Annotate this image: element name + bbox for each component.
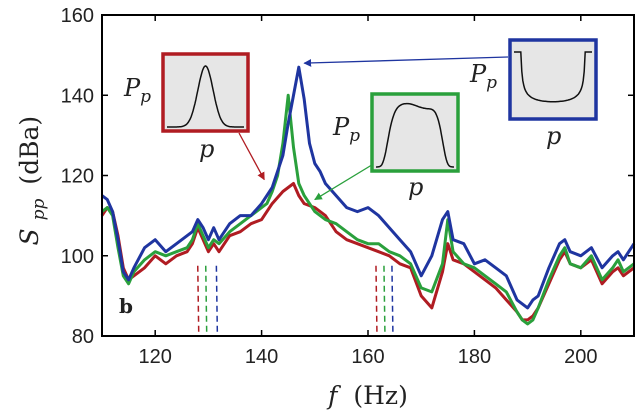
arrow-green bbox=[314, 159, 381, 201]
x-axis-symbol: f bbox=[326, 381, 341, 410]
dashed-marker bbox=[204, 265, 208, 337]
y-tick-label: 80 bbox=[72, 326, 94, 348]
x-tick-label: 200 bbox=[564, 346, 597, 368]
inset-blue-curve bbox=[514, 51, 592, 103]
x-axis-label: f (Hz) bbox=[326, 381, 408, 410]
series-line-2 bbox=[101, 65, 636, 310]
series-line-0 bbox=[100, 182, 635, 322]
y-axis-subscript: pp bbox=[29, 199, 49, 221]
inset-green-ylabel: Pp bbox=[332, 113, 360, 146]
y-axis-label: S pp (dBa) bbox=[15, 116, 50, 246]
y-tick-label: 100 bbox=[61, 246, 94, 268]
inset-green-curve bbox=[376, 102, 454, 168]
x-tick-label: 140 bbox=[245, 346, 278, 368]
x-tick-label: 180 bbox=[458, 346, 491, 368]
inset-green-box bbox=[370, 92, 460, 173]
inset-green-xlabel: p bbox=[408, 173, 423, 201]
inset-blue-box bbox=[508, 38, 598, 121]
y-tick-label: 140 bbox=[61, 85, 94, 107]
series-lines bbox=[100, 65, 636, 326]
inset-blue-xlabel: p bbox=[546, 122, 561, 150]
arrow-red bbox=[238, 132, 265, 181]
y-axis-symbol: S bbox=[15, 228, 44, 245]
series-line-1 bbox=[101, 93, 635, 326]
dashed-marker bbox=[375, 265, 378, 337]
axis-ticks: 120 140 160 180 200 80 100 120 140 160 bbox=[61, 5, 634, 368]
dashed-markers bbox=[197, 265, 394, 337]
inset-red-distribution: Pp p bbox=[123, 52, 250, 163]
y-tick-label: 120 bbox=[61, 166, 94, 188]
dashed-marker bbox=[197, 265, 200, 337]
x-tick-label: 160 bbox=[351, 346, 384, 368]
inset-green-distribution: Pp p bbox=[332, 92, 460, 201]
x-axis-unit: (Hz) bbox=[353, 381, 407, 410]
inset-arrows bbox=[238, 56, 509, 201]
y-tick-label: 160 bbox=[61, 5, 94, 27]
inset-red-curve bbox=[167, 65, 244, 128]
dashed-marker bbox=[215, 265, 219, 337]
dashed-marker bbox=[391, 265, 394, 337]
panel-label: b bbox=[119, 294, 133, 318]
x-tick-label: 120 bbox=[139, 346, 172, 368]
dashed-marker bbox=[383, 265, 386, 337]
inset-blue-distribution: Pp p bbox=[469, 38, 598, 150]
y-axis-unit: (dBa) bbox=[15, 116, 44, 185]
inset-red-xlabel: p bbox=[199, 135, 214, 163]
inset-red-ylabel: Pp bbox=[123, 74, 151, 107]
inset-blue-ylabel: Pp bbox=[469, 60, 497, 93]
arrow-blue bbox=[303, 56, 509, 67]
